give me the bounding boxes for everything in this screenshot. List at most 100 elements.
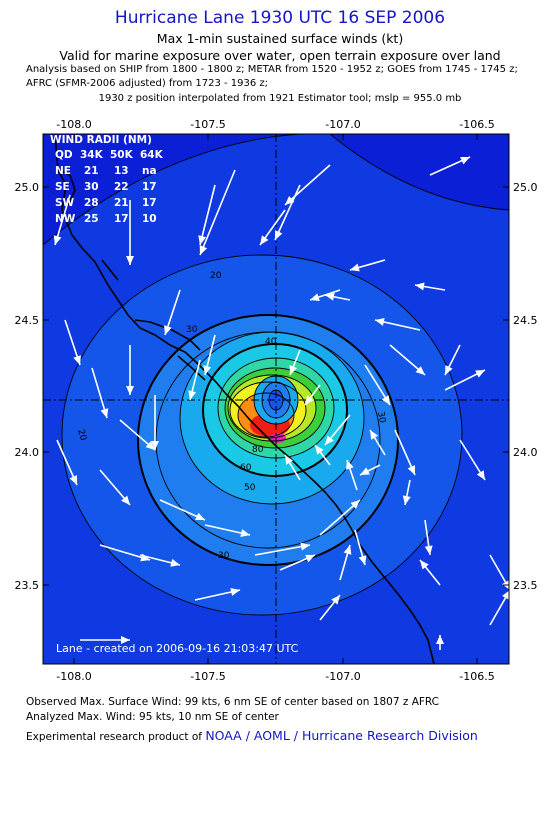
wind-vector-shaft (274, 184, 301, 241)
wind-radii-50: 13 (114, 165, 129, 177)
wind-vector-head (436, 635, 444, 644)
wind-vector-head (424, 545, 433, 555)
map-subtitle: Max 1-min sustained surface winds (kt) (156, 31, 404, 46)
wind-vector-head (100, 408, 109, 418)
wind-vector-head (325, 435, 334, 445)
contour-label-40: 40 (265, 337, 277, 347)
wind-vector-head (240, 529, 250, 537)
validity-note: Valid for marine exposure over water, op… (59, 48, 501, 63)
wind-vector-head (126, 256, 134, 265)
wind-vector-head (188, 390, 197, 400)
wind-vector-head (199, 245, 208, 255)
wind-vector-head (195, 512, 205, 520)
wind-vector-head (198, 235, 207, 245)
wind-vector-head (375, 318, 385, 326)
wind-vector-head (151, 441, 159, 450)
wind-vector-shaft (199, 169, 236, 256)
observed-max-wind: Observed Max. Surface Wind: 99 kts, 6 nm… (26, 696, 440, 708)
lon-tick-bottom: -106.5 (459, 670, 494, 683)
wind-vector-head (69, 475, 77, 485)
lon-tick-bottom: -107.0 (325, 670, 360, 683)
lat-tick-left: 25.0 (15, 181, 40, 194)
hrd-link[interactable]: NOAA / AOML / Hurricane Research Divisio… (205, 728, 478, 743)
wind-vector-head (203, 365, 212, 375)
wind-vector-head (420, 560, 429, 570)
credit-line: Experimental research product of NOAA / … (26, 728, 478, 743)
lon-tick-bottom: -108.0 (56, 670, 91, 683)
wind-vector-head (300, 542, 310, 551)
wind-vector-head (310, 293, 320, 301)
wind-vector-head (305, 554, 315, 563)
contour-label-30: 30 (375, 411, 387, 424)
contour-label-20: 20 (75, 428, 88, 442)
created-stamp: Lane - created on 2006-09-16 21:03:47 UT… (56, 642, 299, 655)
wind-radii-quad: NE (55, 165, 71, 177)
wind-vector-head (445, 365, 453, 375)
contour-label-20: 20 (210, 271, 222, 281)
wind-vector-head (358, 555, 367, 565)
wind-vector-head (502, 590, 509, 600)
wind-vector-head (415, 282, 425, 291)
contour-label-30: 30 (218, 551, 230, 561)
wind-field (43, 134, 509, 664)
wind-radii-quad: NW (55, 213, 76, 225)
wind-vector-head (407, 465, 415, 475)
wind-radii-64: 17 (142, 197, 157, 209)
wind-vectors (53, 156, 509, 650)
lat-tick-left: 24.0 (15, 446, 40, 459)
wind-vector-head (346, 460, 354, 470)
wind-radii-header-50: 50K (110, 149, 134, 161)
contour-label-30: 30 (186, 325, 198, 335)
wind-radii-header-34: 34K (80, 149, 104, 161)
contour-label-60: 60 (240, 463, 252, 473)
contour-label-80: 80 (252, 445, 264, 455)
wind-vector-head (260, 235, 269, 245)
wind-vector-head (402, 495, 411, 505)
contour-labels: 20 20 30 30 30 40 50 60 80 (75, 271, 387, 561)
wind-vector-head (350, 263, 360, 272)
wind-radii-34: 25 (84, 213, 99, 225)
wind-radii-64: na (142, 165, 157, 177)
contour-label-50: 50 (244, 483, 256, 493)
map-title: Hurricane Lane 1930 UTC 16 SEP 2006 (114, 8, 446, 28)
wind-vector-head (350, 500, 360, 509)
wind-vector-head (164, 325, 172, 335)
wind-vector-head (415, 366, 425, 375)
wind-radii-50: 17 (114, 213, 129, 225)
lon-tick-bottom: -107.5 (190, 670, 225, 683)
wind-vector-shaft (254, 544, 311, 556)
wind-radii-34: 30 (84, 181, 99, 193)
wind-vector-head (53, 235, 62, 245)
wind-radii-64: 17 (142, 181, 157, 193)
wind-radii-header-64: 64K (140, 149, 164, 161)
lat-tick-right: 24.0 (513, 446, 538, 459)
wind-vector-head (381, 395, 390, 405)
analysis-sources-line1: Analysis based on SHIP from 1800 - 1800 … (26, 64, 518, 75)
wind-radii-50: 21 (114, 197, 129, 209)
wind-vector-shaft (199, 184, 216, 246)
wind-vector-head (315, 445, 324, 455)
wind-radii-34: 28 (84, 197, 99, 209)
credit-prefix: Experimental research product of (26, 731, 202, 743)
wind-radii-quad: SW (55, 197, 75, 209)
wind-radii-title: WIND RADII (NM) (50, 134, 152, 146)
lat-tick-right: 25.0 (513, 181, 538, 194)
lat-tick-right: 23.5 (513, 579, 538, 592)
wind-vector-head (285, 455, 294, 465)
wind-vector-head (370, 430, 379, 440)
wind-vector-shaft (284, 164, 331, 206)
analyzed-max-wind: Analyzed Max. Wind: 95 kts, 10 nm SE of … (26, 711, 279, 723)
lat-tick-left: 24.5 (15, 314, 40, 327)
wind-vector-head (145, 441, 155, 450)
wind-vector-head (475, 370, 485, 378)
wind-radii-table: WIND RADII (NM) QD 34K 50K 64K NE 21 13 … (50, 134, 164, 225)
lon-tick-top: -107.0 (325, 118, 360, 131)
wind-vector-head (121, 495, 130, 505)
wind-vector-head (343, 545, 352, 555)
wind-radii-34: 21 (84, 165, 99, 177)
wind-vector-head (305, 395, 314, 405)
lon-tick-top: -107.5 (190, 118, 225, 131)
wind-vector-head (331, 595, 340, 605)
lat-tick-left: 23.5 (15, 579, 40, 592)
wind-radii-quad: SE (55, 181, 70, 193)
